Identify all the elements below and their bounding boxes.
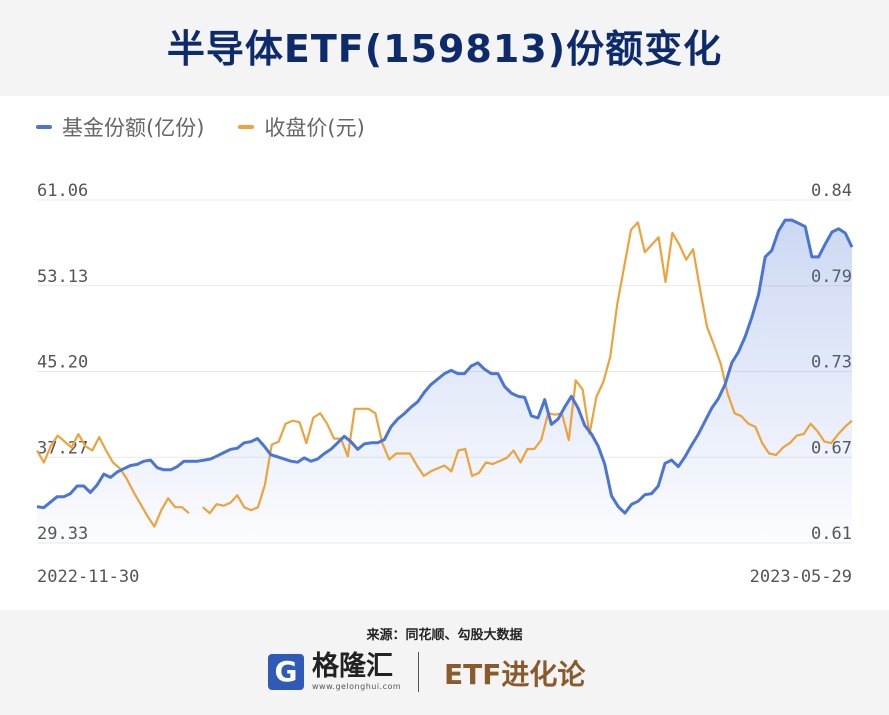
chart-title: 半导体ETF(159813)份额变化 [166,27,723,71]
chart-footer: 来源：同花顺、勾股大数据 G 格隆汇 www.gelonghui.com ETF… [0,610,889,715]
close-price-line [36,221,853,528]
x-end-label: 2023-05-29 [750,567,852,587]
brand-logo: G 格隆汇 www.gelonghui.com [268,652,401,691]
column-name: ETF进化论 [444,658,586,691]
legend-label-close-price: 收盘价(元) [264,116,365,140]
legend-label-fund-shares: 基金份额(亿份) [62,116,205,140]
data-source: 来源：同花顺、勾股大数据 [366,628,523,643]
brand-name: 格隆汇 [312,651,393,682]
legend-item-close-price: 收盘价(元) [238,112,365,142]
y-left-tick-label: 37.27 [37,438,88,458]
fund-shares-line [36,218,854,515]
y-left-tick-label: 61.06 [37,181,88,201]
legend-swatch-orange [238,125,255,129]
line-chart: 61.060.8453.130.7945.200.7337.270.6729.3… [36,181,854,587]
y-left-tick-label: 53.13 [37,267,88,287]
x-start-label: 2022-11-30 [37,567,139,587]
brand-g-icon: G [268,653,304,690]
y-right-tick-label: 0.84 [811,181,852,201]
legend-item-fund-shares: 基金份额(亿份) [36,112,204,142]
legend-swatch-blue [36,125,52,129]
brand-url: www.gelonghui.com [312,682,402,691]
y-left-tick-label: 45.20 [37,353,88,373]
footer-divider [418,652,419,692]
fund-shares-area [37,220,852,543]
chart-legend: 基金份额(亿份) 收盘价(元) [36,112,399,142]
chart-header: 半导体ETF(159813)份额变化 [0,0,889,96]
